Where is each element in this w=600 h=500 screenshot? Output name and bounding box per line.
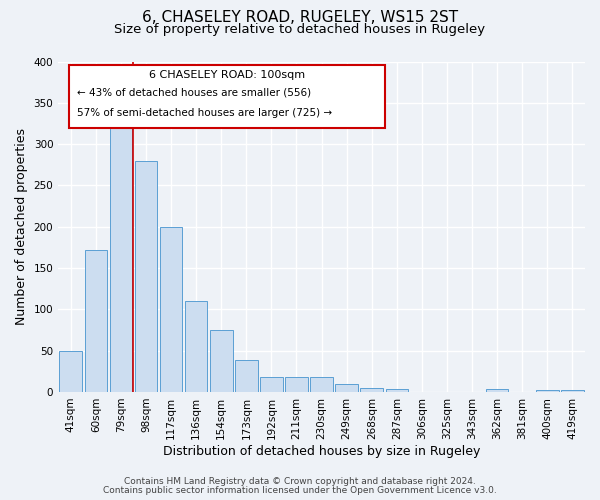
- Bar: [285, 377, 308, 392]
- Text: 6 CHASELEY ROAD: 100sqm: 6 CHASELEY ROAD: 100sqm: [149, 70, 305, 80]
- Text: 57% of semi-detached houses are larger (725) →: 57% of semi-detached houses are larger (…: [77, 108, 332, 118]
- Bar: [134, 160, 157, 392]
- Bar: [486, 388, 508, 392]
- Bar: [59, 350, 82, 392]
- Bar: [386, 388, 408, 392]
- Bar: [561, 390, 584, 392]
- Bar: [260, 377, 283, 392]
- Y-axis label: Number of detached properties: Number of detached properties: [15, 128, 28, 325]
- Bar: [310, 377, 333, 392]
- FancyBboxPatch shape: [69, 65, 385, 128]
- Bar: [85, 250, 107, 392]
- Bar: [361, 388, 383, 392]
- X-axis label: Distribution of detached houses by size in Rugeley: Distribution of detached houses by size …: [163, 444, 480, 458]
- Text: Contains HM Land Registry data © Crown copyright and database right 2024.: Contains HM Land Registry data © Crown c…: [124, 477, 476, 486]
- Text: Contains public sector information licensed under the Open Government Licence v3: Contains public sector information licen…: [103, 486, 497, 495]
- Bar: [235, 360, 257, 392]
- Bar: [185, 301, 208, 392]
- Bar: [110, 128, 132, 392]
- Text: 6, CHASELEY ROAD, RUGELEY, WS15 2ST: 6, CHASELEY ROAD, RUGELEY, WS15 2ST: [142, 10, 458, 25]
- Text: Size of property relative to detached houses in Rugeley: Size of property relative to detached ho…: [115, 22, 485, 36]
- Bar: [335, 384, 358, 392]
- Bar: [536, 390, 559, 392]
- Bar: [160, 226, 182, 392]
- Bar: [210, 330, 233, 392]
- Text: ← 43% of detached houses are smaller (556): ← 43% of detached houses are smaller (55…: [77, 88, 311, 98]
